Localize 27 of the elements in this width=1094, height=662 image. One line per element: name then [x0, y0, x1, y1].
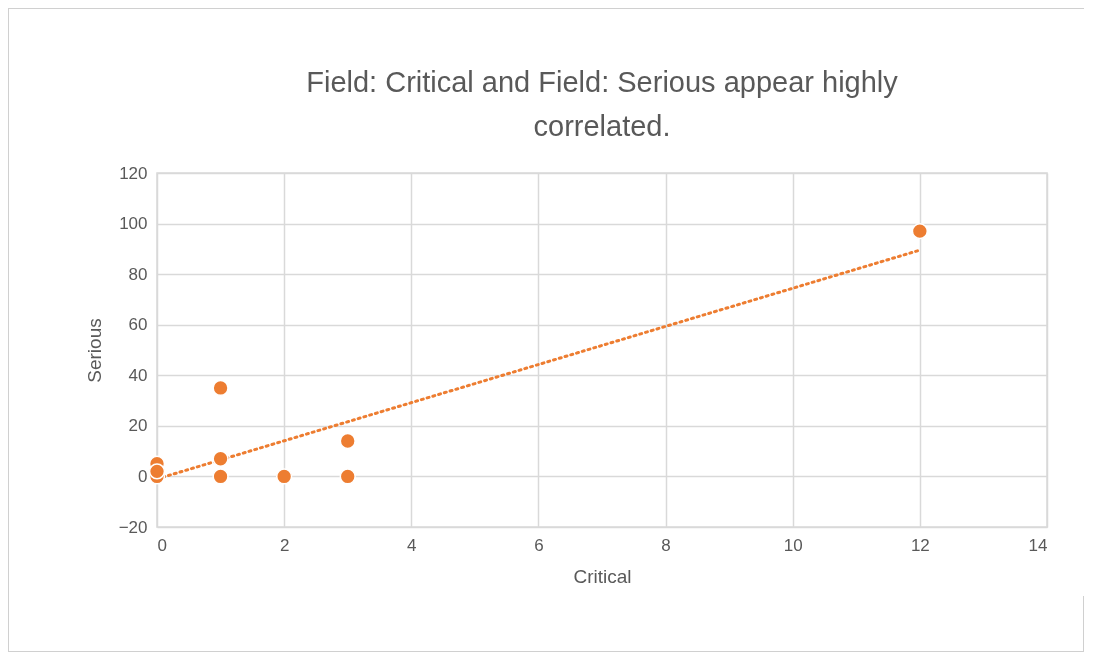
- y-tick-label: 100: [119, 214, 148, 234]
- x-tick-label: 6: [534, 535, 544, 555]
- x-tick-label: 12: [910, 535, 930, 555]
- point: [212, 450, 229, 467]
- x-tick-label: 0: [157, 535, 167, 555]
- chart-title: Field: Critical and Field: Serious appear highly correlated.: [306, 66, 899, 142]
- point: [212, 468, 229, 485]
- x-tick-label: 4: [407, 535, 417, 555]
- x-tick-label: 14: [1028, 535, 1048, 555]
- point: [339, 432, 356, 450]
- y-axis-title: Serious: [83, 318, 105, 383]
- y-tick-label: 120: [119, 163, 148, 183]
- point: [911, 223, 929, 240]
- x-axis-title: Critical: [573, 565, 632, 587]
- y-tick-label: −20: [118, 517, 148, 537]
- point: [339, 468, 356, 485]
- y-tick-label: 40: [128, 365, 148, 385]
- point: [148, 463, 166, 480]
- x-tick-label: 2: [279, 535, 290, 555]
- point: [275, 468, 293, 485]
- y-tick-label: 60: [128, 315, 148, 335]
- x-tick-label: 10: [783, 535, 803, 555]
- x-tick-label: 8: [661, 535, 671, 555]
- y-tick-label: 20: [128, 416, 148, 436]
- y-tick-label: 80: [128, 264, 148, 284]
- y-tick-label: 0: [138, 466, 148, 486]
- point: [212, 379, 229, 397]
